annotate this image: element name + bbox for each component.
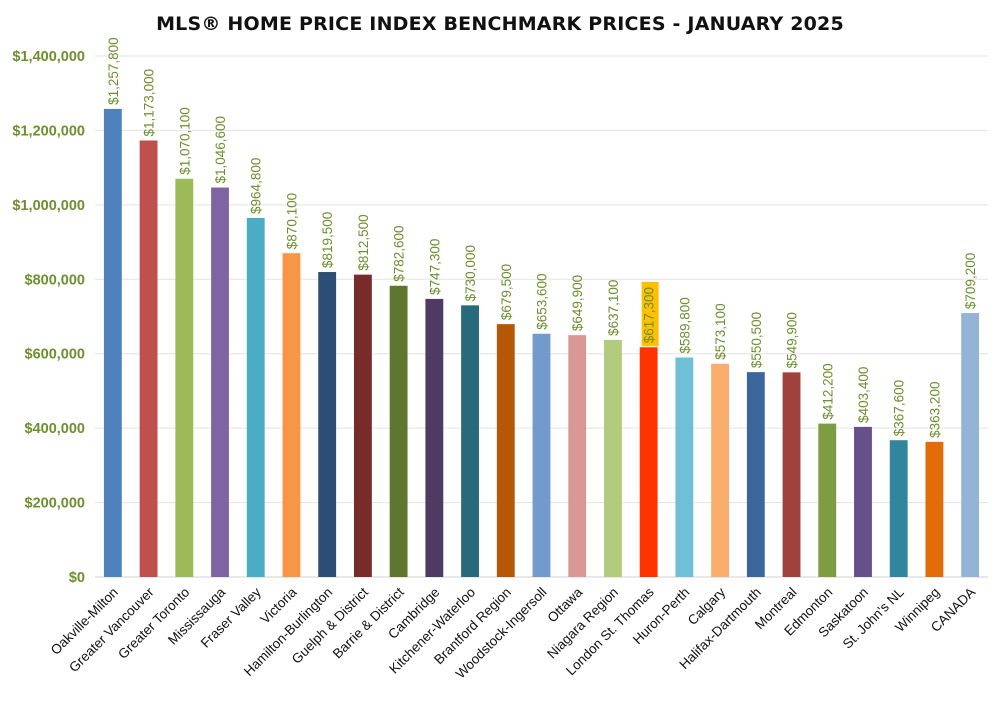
y-tick-label: $800,000 [25, 272, 85, 288]
data-label: $679,500 [499, 264, 514, 320]
bar [461, 305, 479, 577]
bar [425, 298, 444, 577]
data-label: $870,100 [284, 193, 299, 249]
bar [139, 140, 158, 577]
data-label: $1,173,000 [142, 69, 157, 137]
data-label: $367,600 [892, 380, 907, 436]
data-label: $653,600 [535, 273, 550, 329]
bar [246, 217, 265, 577]
bar [318, 272, 337, 577]
bar [496, 324, 515, 577]
y-axis-ticks: $0 $200,000 $400,000 $600,000 $800,000 $1,000… [12, 49, 85, 586]
data-label: $412,200 [820, 363, 835, 419]
data-label: $964,800 [249, 158, 264, 214]
y-tick-label: $600,000 [25, 347, 85, 363]
data-label: $747,300 [427, 239, 442, 295]
data-label: $709,200 [963, 253, 978, 309]
data-label: $730,000 [463, 245, 478, 301]
bar [604, 339, 622, 577]
data-label: $589,800 [677, 297, 692, 353]
bar [353, 274, 372, 577]
bar [675, 357, 694, 577]
data-label: $573,100 [713, 303, 728, 359]
y-tick-label: $1,000,000 [12, 198, 85, 214]
bar [711, 363, 730, 577]
y-tick-label: $200,000 [25, 496, 85, 512]
data-label: $549,900 [785, 312, 800, 368]
data-label: $782,600 [392, 225, 407, 281]
bar [782, 372, 801, 577]
data-label: $403,400 [856, 367, 871, 423]
bar [175, 178, 194, 577]
bar [889, 440, 908, 577]
data-label: $1,046,600 [213, 116, 228, 184]
data-label: $1,070,100 [177, 107, 192, 175]
data-label: $550,500 [749, 312, 764, 368]
bar [211, 187, 229, 577]
data-label: $649,900 [570, 275, 585, 331]
data-label: $812,500 [356, 214, 371, 270]
bar [639, 347, 658, 577]
chart-title: MLS® HOME PRICE INDEX BENCHMARK PRICES -… [156, 13, 844, 35]
data-labels: $1,257,800 $1,173,000 $1,070,100 $1,046,600… [106, 37, 978, 437]
y-tick-label: $0 [69, 570, 85, 586]
y-tick-label: $400,000 [25, 421, 85, 437]
data-label-highlight [641, 281, 659, 347]
bar [961, 313, 980, 577]
data-label: $617,300 [642, 287, 657, 343]
bar [925, 441, 944, 577]
y-tick-label: $1,400,000 [12, 49, 85, 65]
data-label: $819,500 [320, 212, 335, 268]
bar [818, 423, 837, 577]
bar [854, 426, 872, 577]
bar [282, 253, 301, 578]
y-tick-label: $1,200,000 [12, 123, 85, 139]
bar [389, 285, 408, 577]
data-label: $363,200 [927, 382, 942, 438]
data-label: $637,100 [606, 280, 621, 336]
bars [103, 108, 980, 578]
data-label: $1,257,800 [106, 37, 121, 105]
bar [103, 108, 122, 578]
bar [568, 335, 587, 577]
bar [746, 372, 765, 577]
bar [532, 333, 551, 577]
